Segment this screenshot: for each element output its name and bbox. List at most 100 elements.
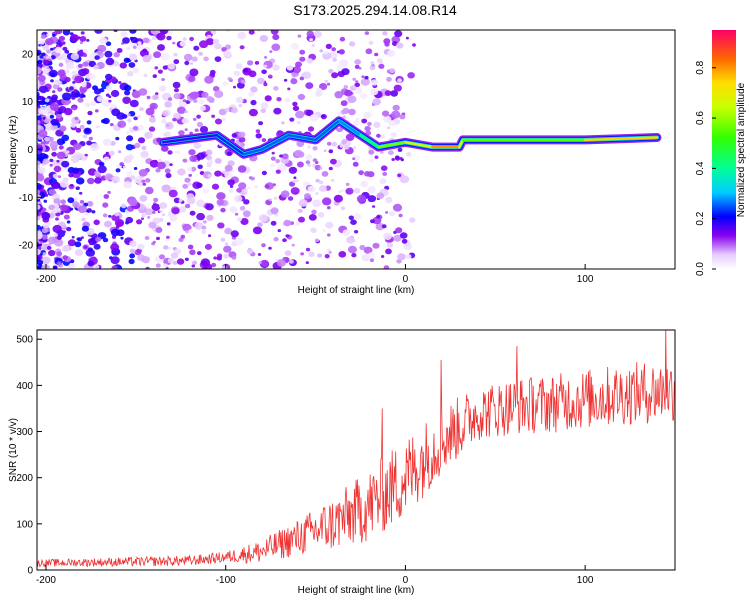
spectrogram-noise-blob bbox=[299, 49, 306, 55]
colorbar-gradient bbox=[712, 30, 736, 269]
spectrogram-noise-blob bbox=[148, 221, 157, 229]
spectrogram-noise-blob bbox=[178, 130, 185, 136]
spectrogram-noise-blob bbox=[86, 39, 90, 42]
spectrogram-noise-blob bbox=[67, 239, 76, 247]
spectrogram-noise-blob bbox=[161, 119, 167, 124]
spectrogram-noise-blob bbox=[263, 64, 268, 69]
spectrogram-noise-blob bbox=[150, 30, 160, 35]
spectrogram-noise-blob bbox=[76, 48, 80, 51]
spectrogram-noise-blob bbox=[258, 214, 268, 222]
spectrogram-noise-blob bbox=[142, 48, 147, 53]
spectrogram-noise-blob bbox=[390, 90, 399, 97]
spectrogram-noise-blob bbox=[361, 118, 368, 124]
spectrogram-noise-blob bbox=[37, 182, 42, 191]
spectrogram-y-axis-label: Frequency (Hz) bbox=[8, 116, 19, 185]
spectrogram-noise-blob bbox=[129, 99, 139, 108]
spectrogram-noise-blob bbox=[295, 221, 301, 226]
spectrogram-noise-blob bbox=[370, 61, 375, 65]
spectrogram-noise-blob bbox=[57, 69, 66, 77]
spectrogram-noise-blob bbox=[156, 161, 166, 170]
spectrogram-noise-blob bbox=[74, 75, 83, 84]
spectrogram-noise-blob bbox=[184, 128, 188, 132]
spectrogram-noise-blob bbox=[53, 198, 61, 205]
spectrogram-y-tick-label: -20 bbox=[19, 241, 34, 252]
spectrogram-noise-blob bbox=[342, 115, 347, 119]
spectrogram-noise-blob bbox=[78, 93, 85, 99]
spectrogram-noise-blob bbox=[159, 202, 168, 210]
spectrogram-noise-blob bbox=[242, 210, 251, 217]
spectrogram-noise-blob bbox=[133, 67, 139, 74]
spectrogram-noise-blob bbox=[383, 265, 390, 269]
spectrogram-noise-blob bbox=[59, 204, 69, 212]
spectrogram-noise-blob bbox=[165, 172, 172, 179]
spectrogram-noise-blob bbox=[173, 93, 181, 100]
spectrogram-noise-blob bbox=[87, 110, 93, 116]
spectrogram-noise-blob bbox=[181, 117, 189, 124]
spectrogram-noise-blob bbox=[50, 96, 57, 103]
spectrogram-noise-blob bbox=[153, 51, 162, 59]
spectrogram-noise-blob bbox=[399, 114, 406, 120]
spectrogram-noise-blob bbox=[193, 99, 198, 103]
spectrogram-noise-blob bbox=[347, 245, 357, 254]
spectrogram-noise-blob bbox=[382, 110, 390, 117]
spectrogram-noise-blob bbox=[49, 114, 55, 119]
spectrogram-noise-blob bbox=[269, 50, 273, 53]
spectrogram-noise-blob bbox=[321, 114, 326, 118]
figure-title: S173.2025.294.14.08.R14 bbox=[293, 2, 457, 18]
spectrogram-noise-blob bbox=[86, 120, 92, 125]
spectrogram-noise-blob bbox=[224, 242, 229, 246]
spectrogram-noise-blob bbox=[349, 85, 357, 91]
spectrogram-noise-blob bbox=[180, 234, 185, 239]
spectrogram-noise-blob bbox=[79, 200, 85, 204]
spectrogram-noise-blob bbox=[128, 53, 138, 61]
spectrogram-noise-blob bbox=[240, 142, 246, 147]
spectrogram-noise-blob bbox=[151, 36, 157, 41]
spectrogram-noise-blob bbox=[319, 83, 328, 90]
spectrogram-noise-blob bbox=[38, 44, 42, 47]
spectrogram-noise-blob bbox=[37, 59, 43, 65]
snr-y-tick-label: 500 bbox=[16, 335, 33, 346]
spectrogram-noise-blob bbox=[372, 242, 380, 249]
spectrogram-noise-blob bbox=[174, 88, 179, 93]
spectrogram-noise-blob bbox=[157, 158, 162, 163]
spectrogram-noise-blob bbox=[177, 168, 186, 176]
spectrogram-noise-blob bbox=[360, 92, 368, 100]
spectrogram-noise-blob bbox=[188, 173, 192, 177]
spectrogram-noise-blob bbox=[191, 56, 198, 62]
spectrogram-noise-blob bbox=[214, 118, 223, 125]
spectrogram-noise-blob bbox=[42, 117, 46, 120]
spectrogram-noise-blob bbox=[273, 107, 282, 115]
spectrogram-noise-blob bbox=[281, 121, 285, 125]
spectrogram-noise-blob bbox=[90, 100, 97, 106]
spectrogram-noise-blob bbox=[54, 30, 63, 35]
spectrogram-noise-blob bbox=[322, 52, 332, 60]
spectrogram-ridge-core bbox=[215, 133, 245, 156]
spectrogram-noise-blob bbox=[291, 243, 295, 247]
spectrogram-noise-blob bbox=[296, 161, 304, 168]
snr-series-line bbox=[37, 330, 675, 568]
spectrogram-noise-blob bbox=[341, 139, 348, 145]
spectrogram-noise-blob bbox=[155, 92, 159, 96]
spectrogram-noise-blob bbox=[188, 229, 193, 234]
spectrogram-noise-blob bbox=[223, 245, 232, 253]
spectrogram-noise-blob bbox=[115, 225, 120, 229]
spectrogram-noise-blob bbox=[317, 212, 325, 218]
spectrogram-x-tick-label: -100 bbox=[216, 274, 236, 285]
spectrogram-noise-blob bbox=[194, 128, 199, 132]
spectrogram-noise-blob bbox=[380, 255, 385, 258]
spectrogram-noise-blob bbox=[385, 196, 393, 204]
spectrogram-noise-blob bbox=[370, 88, 379, 96]
spectrogram-noise-blob bbox=[189, 36, 195, 42]
spectrogram-noise-blob bbox=[42, 222, 50, 229]
spectrogram-noise-blob bbox=[151, 203, 161, 211]
spectrogram-noise-blob bbox=[172, 81, 181, 89]
spectrogram-noise-blob bbox=[382, 171, 388, 176]
spectrogram-noise-blob bbox=[394, 30, 403, 38]
spectrogram-noise-blob bbox=[81, 217, 86, 222]
spectrogram-noise-blob bbox=[49, 69, 58, 78]
spectrogram-noise-blob bbox=[296, 120, 301, 125]
spectrogram-noise-blob bbox=[114, 212, 120, 217]
spectrogram-noise-blob bbox=[85, 248, 96, 257]
spectrogram-noise-blob bbox=[41, 212, 51, 220]
spectrogram-noise-blob bbox=[199, 105, 206, 111]
